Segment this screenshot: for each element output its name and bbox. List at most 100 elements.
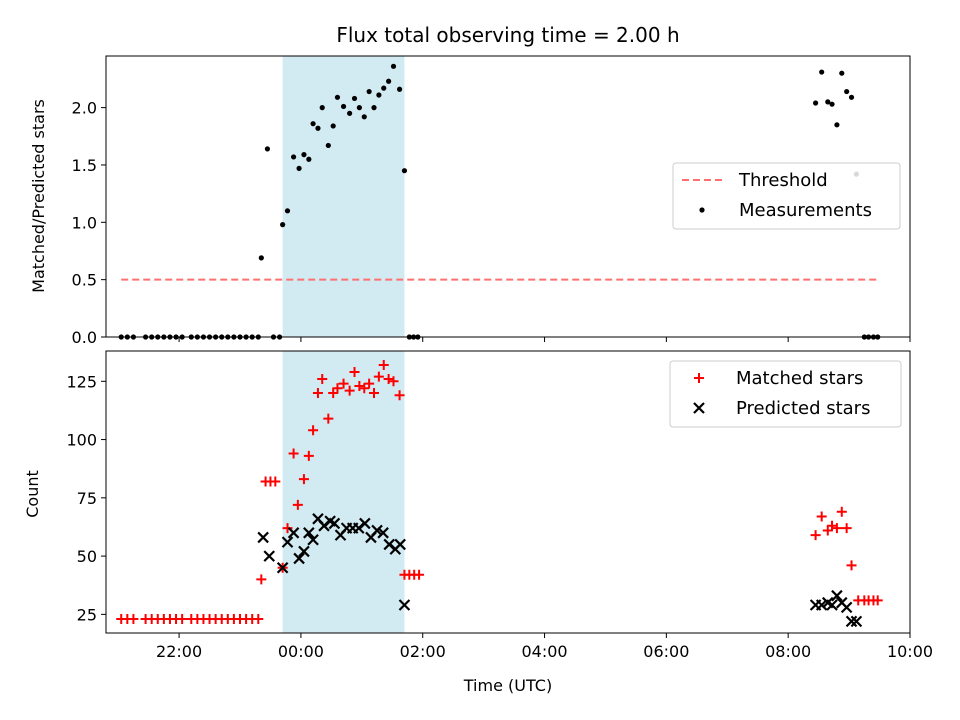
top-panel: 0.0 0.5 1.0 1.5 2.0 Threshold Measurements (72, 55, 911, 347)
measurement-point (834, 122, 840, 128)
matched-star-point (359, 383, 370, 394)
predicted-star-point (328, 517, 341, 530)
predicted-star-point (840, 601, 853, 614)
measurement-point (334, 94, 341, 100)
predicted-star-point (287, 527, 300, 539)
predicted-star-point (298, 545, 310, 558)
predicted-star-point (398, 599, 411, 611)
chart-title: Flux total observing time = 2.00 h (336, 23, 679, 47)
predicted-star-point (281, 536, 294, 548)
measurement-point (306, 156, 312, 162)
measurement-point (319, 105, 325, 111)
top-y-tick-label: 0.0 (72, 328, 97, 347)
predicted-star-point (845, 615, 858, 628)
measurement-point (264, 146, 271, 152)
predicted-star-point (377, 527, 389, 539)
top-y-tick-label: 2.0 (72, 99, 97, 118)
measurement-point (401, 168, 408, 174)
matched-star-point (383, 373, 394, 384)
x-tick-label: 22:00 (156, 642, 202, 661)
top-y-tick-label: 1.5 (72, 156, 97, 175)
matched-star-point (354, 380, 365, 391)
measurement-point (366, 88, 372, 95)
predicted-star-point (371, 524, 383, 537)
matched-star-point (292, 499, 303, 510)
measurement-point (819, 69, 825, 75)
matched-star-point (256, 574, 267, 585)
measurement-point (361, 114, 367, 120)
predicted-star-point (394, 538, 406, 551)
predicted-star-point (276, 561, 289, 574)
measurement-point (347, 110, 353, 116)
matched-star-point (349, 366, 360, 377)
matched-star-point (841, 523, 852, 534)
measurement-point (258, 255, 264, 261)
matched-star-point (288, 448, 299, 459)
matched-star-point (312, 387, 323, 398)
matched-star-point (270, 476, 281, 487)
measurement-point (812, 100, 819, 106)
measurement-point (390, 63, 397, 69)
bottom-y-tick-label: 25 (77, 605, 97, 624)
matched-star-point (253, 614, 264, 625)
top-y-tick-label: 1.0 (72, 213, 97, 232)
measurement-point (310, 121, 316, 127)
bottom-y-tick-label: 125 (66, 372, 97, 391)
bottom-panel: 22:00 00:00 02:00 04:00 06:00 08:00 10:00 25 50 7… (66, 350, 933, 661)
legend-box (672, 162, 901, 230)
x-tick-label: 04:00 (521, 642, 567, 661)
bottom-y-tick-label: 100 (66, 431, 97, 450)
measurement-point (844, 88, 850, 95)
legend-label: Matched stars (736, 368, 863, 389)
measurement-point (340, 103, 347, 110)
predicted-star-point (307, 533, 319, 546)
legend-label: Measurements (739, 200, 872, 221)
matched-star-point (298, 474, 309, 485)
x-tick-label: 02:00 (400, 642, 446, 661)
measurement-point (325, 142, 331, 149)
measurement-point (396, 86, 403, 92)
matched-star-point (177, 614, 188, 625)
matched-star-point (836, 506, 847, 517)
matched-star-point (282, 523, 293, 534)
bottom-legend: Matched stars Predicted stars (669, 360, 902, 428)
legend-predicted-swatch (693, 402, 705, 414)
x-tick-label: 06:00 (643, 642, 689, 661)
x-tick-label: 00:00 (278, 642, 324, 661)
matched-star-point (414, 569, 425, 580)
matched-star-point (378, 359, 389, 370)
top-legend: Threshold Measurements (672, 162, 901, 230)
matched-star-point (323, 413, 334, 424)
legend-label: Threshold (738, 170, 828, 191)
predicted-star-point (257, 531, 269, 544)
matched-star-point (810, 530, 821, 541)
measurement-point (825, 99, 831, 105)
matched-star-point (831, 523, 842, 534)
bottom-series-1 (257, 513, 863, 628)
matched-star-point (373, 371, 384, 382)
measurement-point (296, 165, 302, 171)
bottom-series-0 (116, 359, 883, 625)
predicted-star-point (850, 615, 863, 628)
predicted-star-point (263, 550, 276, 562)
legend-box (669, 360, 902, 428)
measurement-point (315, 125, 321, 131)
matched-star-point (846, 560, 857, 571)
legend-matched-swatch (694, 373, 704, 383)
measurement-point (351, 95, 358, 102)
x-tick-label: 10:00 (887, 642, 933, 661)
matched-star-point (338, 378, 349, 389)
measurement-point (376, 92, 382, 98)
top-shaded-region (282, 56, 405, 337)
matched-star-point (369, 387, 379, 398)
measurement-point (356, 105, 362, 111)
matched-star-point (128, 614, 139, 625)
matched-star-point (332, 383, 343, 394)
matched-star-point (317, 373, 328, 384)
measurement-point (330, 123, 336, 129)
x-axis-label: Time (UTC) (463, 676, 552, 695)
matched-star-point (394, 390, 405, 401)
bottom-y-tick-label: 50 (77, 547, 97, 566)
top-axes-frame (105, 55, 911, 338)
bottom-axes-frame (105, 350, 911, 634)
